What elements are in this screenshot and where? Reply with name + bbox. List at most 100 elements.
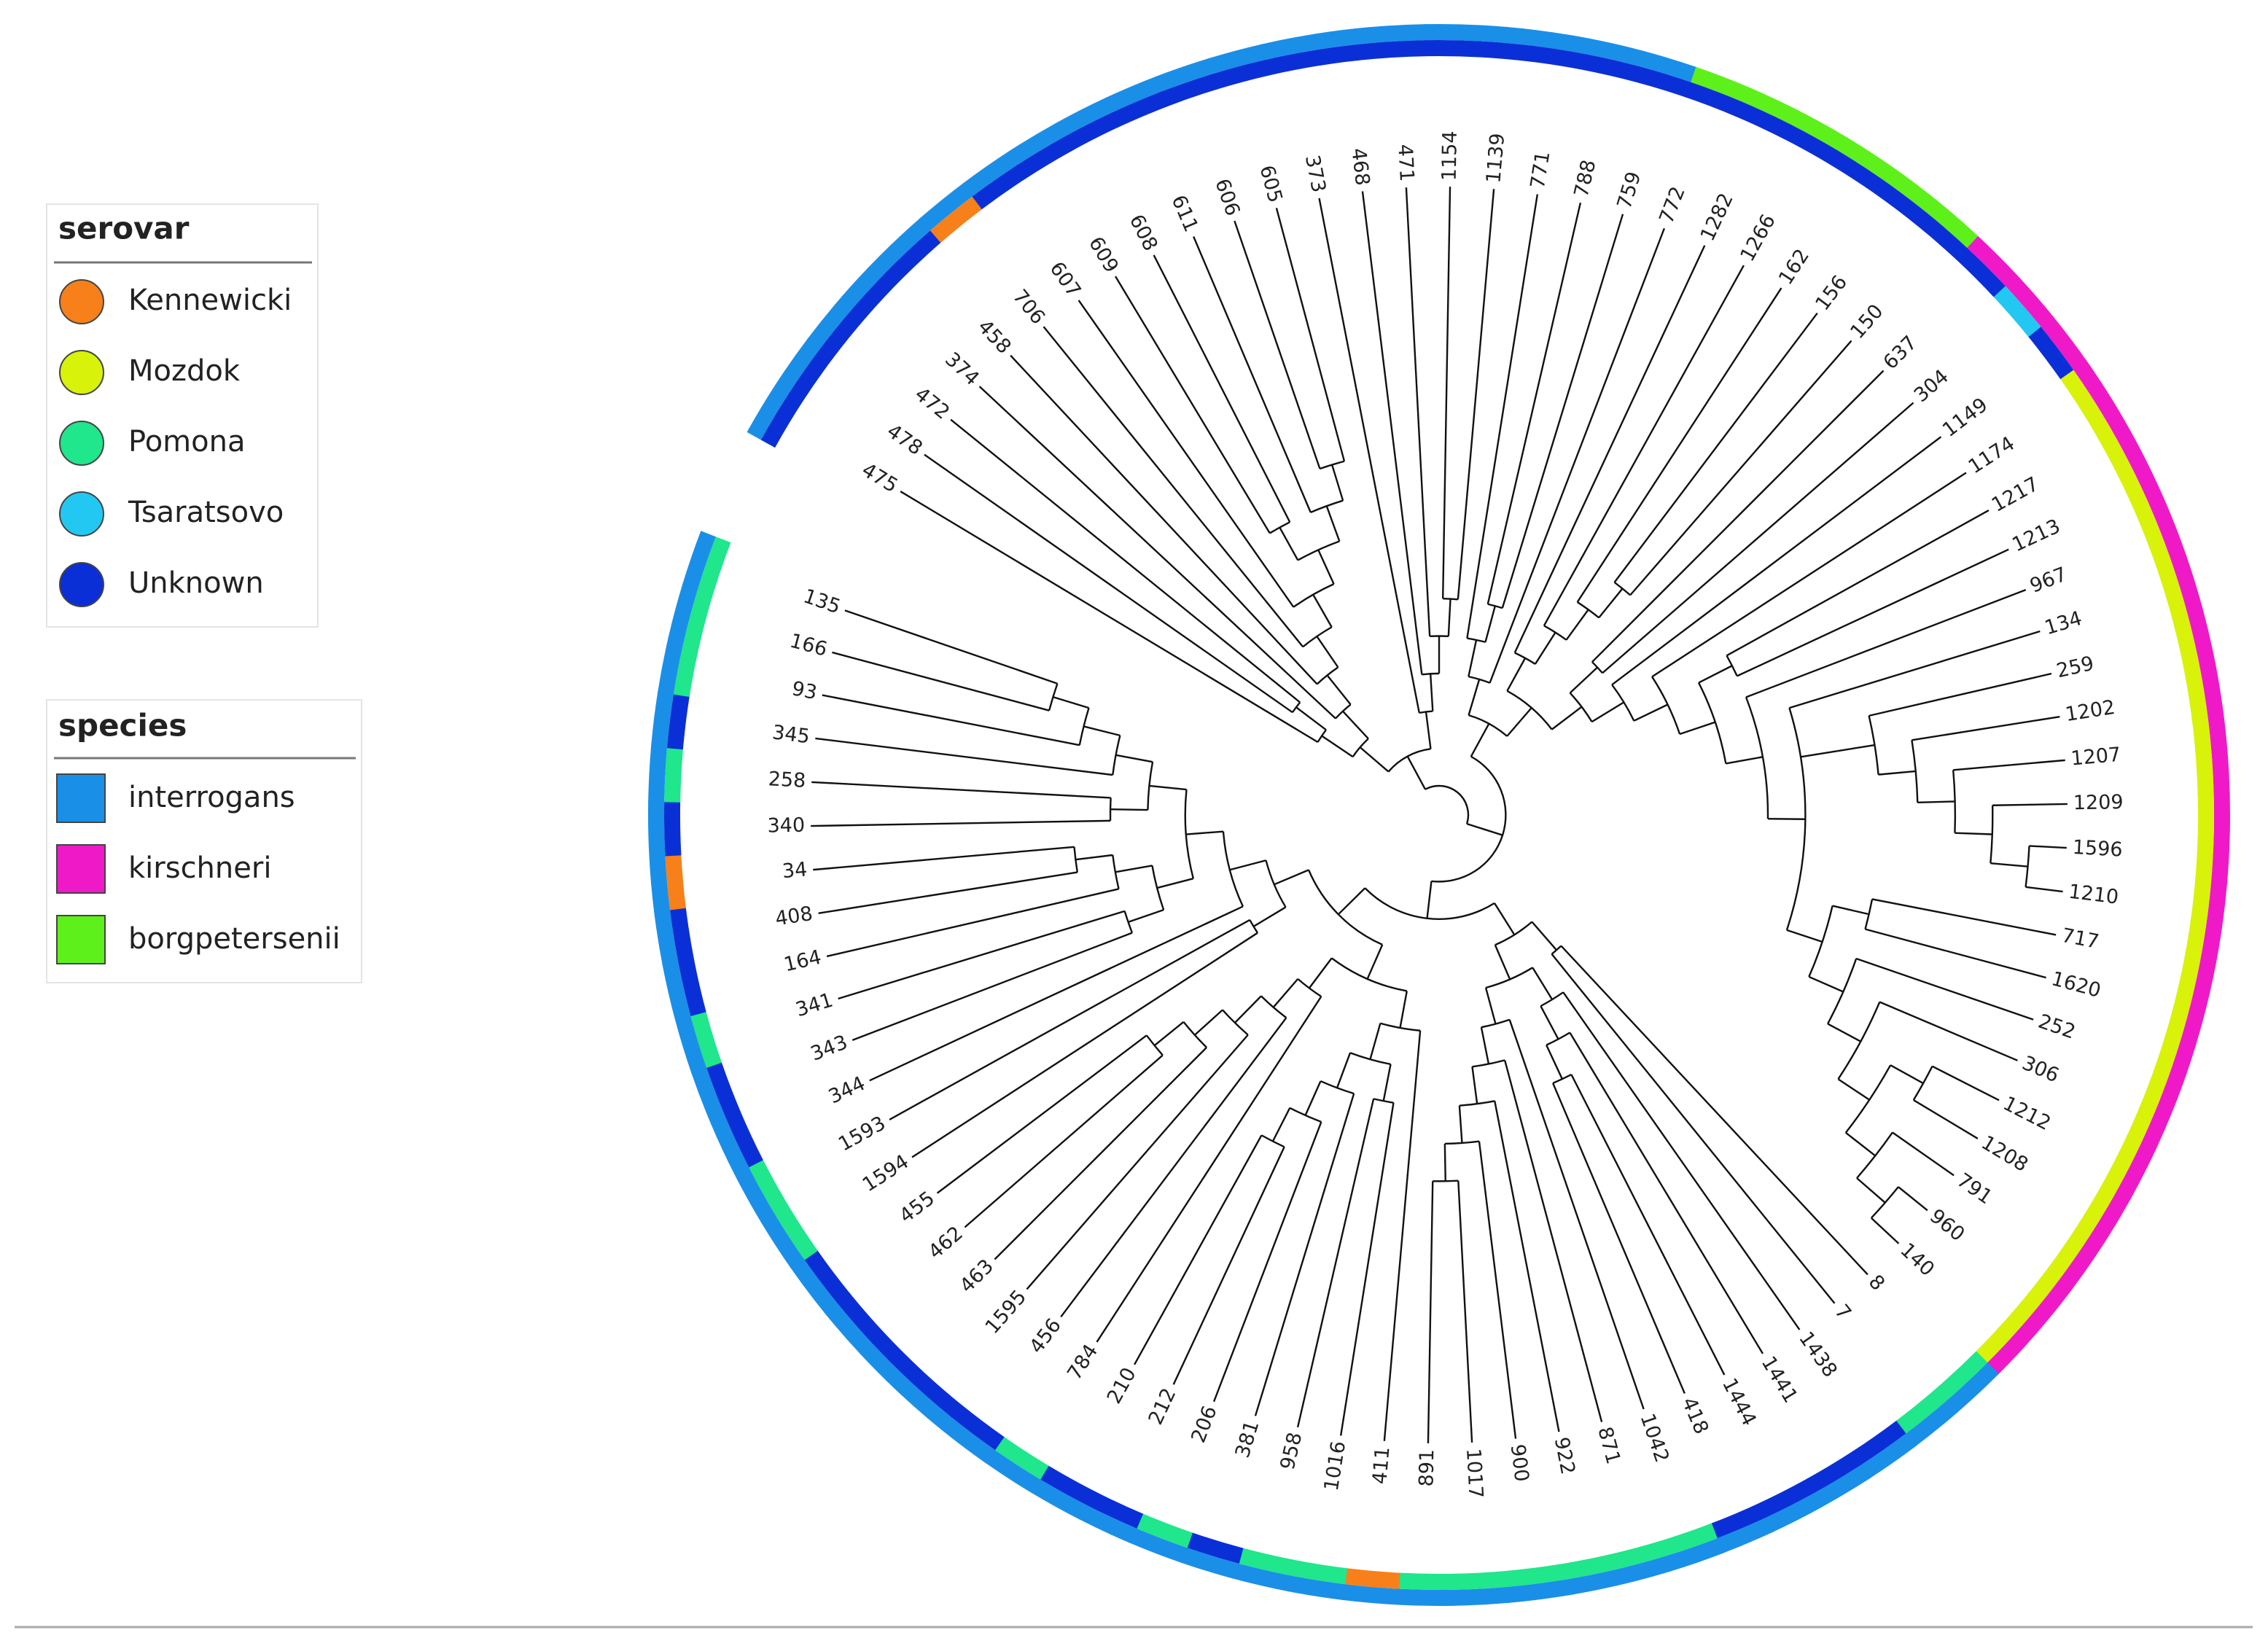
leaf-label: 960 [1925,1205,1969,1247]
serovar-ring [1344,1568,1400,1589]
branch [818,871,1078,915]
leaf-label: 1017 [1462,1448,1487,1499]
branch [1551,706,1583,730]
branch [1193,236,1312,513]
branch [1026,1034,1249,1290]
branch [1493,902,1516,935]
branch [1569,666,1598,694]
branch [1271,1107,1291,1142]
branch [1955,832,1992,835]
branch [1359,746,1390,773]
serovar-ring [2178,932,2205,991]
serovar-ring [673,639,700,698]
branch [1369,1023,1382,1060]
leaf-label: 1202 [2064,696,2117,726]
branch [1296,1099,1375,1428]
branch [1312,594,1333,628]
clade-arc [1487,603,1503,609]
species-ring [2204,881,2227,940]
branch [1426,881,1433,919]
species-ring [1314,27,1373,50]
legend-swatch [59,279,104,324]
legend-swatch [56,773,106,823]
species-ring [1505,1580,1564,1603]
species-ring [658,636,685,695]
branch [964,1054,1164,1228]
serovar-ring [1478,41,1535,62]
leaf-label: 1016 [1320,1440,1350,1493]
leaf-label: 374 [940,348,983,390]
branch [1339,1102,1395,1436]
branch [1576,287,1782,603]
serovar-ring [669,906,695,964]
serovar-ring [1398,1572,1454,1590]
clade-arc [1260,1134,1285,1148]
branch [1698,665,1733,684]
branch [1651,472,1967,678]
branch [1337,887,1366,916]
branch [813,846,1075,871]
leaf-label: 7 [1830,1300,1855,1325]
leaf-label: 759 [1613,169,1646,211]
branch [1745,588,2027,698]
serovar-ring [2194,827,2214,884]
serovar-ring [1425,40,1481,58]
leaf-label: 607 [1045,258,1086,302]
leaf-label: 771 [1527,149,1555,190]
legend-title: species [58,708,187,744]
leaf-label: 418 [1677,1394,1713,1438]
clade-arc [1222,1009,1249,1036]
leaf-label: 140 [1895,1239,1938,1281]
branch [900,491,1319,744]
leaf-label: 1174 [1965,432,2019,478]
species-ring [1260,34,1319,61]
branch [1543,265,1745,626]
branch [1878,770,1916,776]
branch [1629,340,1852,596]
branch [1917,800,1955,804]
species-ring [2194,935,2221,994]
branch [852,932,1133,1042]
leaf-label: 1438 [1794,1327,1842,1381]
branch [994,1047,1207,1260]
clade-arc [1317,729,1327,743]
branch [1427,1181,1434,1443]
clade-arc [1349,1052,1391,1066]
branch [1115,276,1271,534]
leaf-label: 341 [793,989,835,1022]
clade-arc [1543,625,1567,641]
branch [1990,862,2028,867]
leaf-label: 156 [1811,271,1852,315]
legend-swatch [56,844,106,894]
species-ring [651,690,674,749]
branch [1466,822,1503,836]
branch [1931,1065,2000,1101]
branch [1565,609,1589,641]
leaf-label: 475 [858,459,902,497]
leaf-label: 455 [895,1187,939,1228]
serovar-ring [2183,666,2209,724]
branch [1466,194,1539,639]
branch [1551,953,1836,1304]
branch [1890,1064,1924,1085]
branch [1494,944,1511,980]
branch [1837,744,1875,752]
branch [1871,898,2057,936]
branch [815,737,1113,776]
branch [1317,549,1335,585]
leaf-label: 871 [1593,1424,1624,1467]
leaf-label: 34 [782,858,808,883]
leaf-label: 1444 [1718,1375,1761,1430]
clade-arc [1495,921,1533,946]
branch [1856,1177,1886,1204]
clade-arc [1546,1031,1570,1046]
leaf-label: 135 [800,585,843,618]
serovar-ring [2189,880,2212,937]
legend-label: kirschneri [128,851,271,885]
leaf-label: 252 [2035,1010,2078,1044]
leaf-label: 463 [956,1255,998,1298]
leaf-label: 605 [1255,163,1286,206]
leaf-label: 210 [1103,1364,1141,1408]
branch [1279,526,1299,561]
